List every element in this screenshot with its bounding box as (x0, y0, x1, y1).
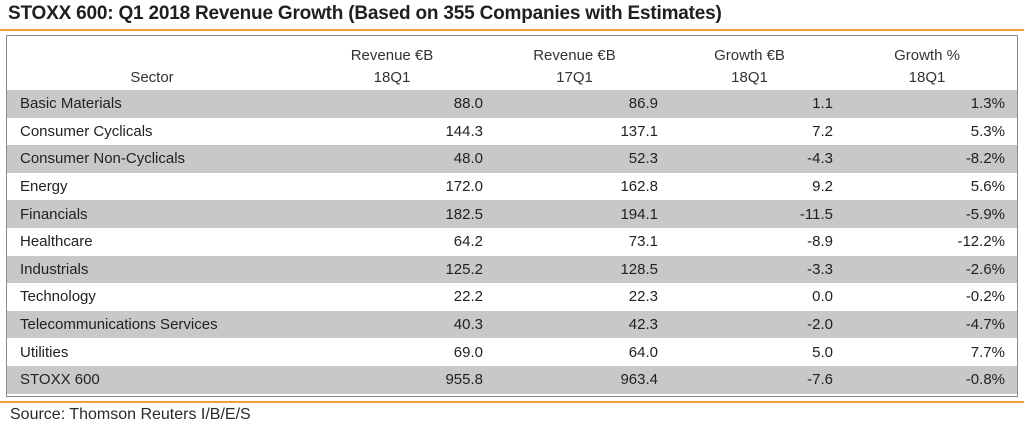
row-growth: 0.0 (812, 288, 833, 306)
row-rev18: 125.2 (297, 255, 487, 284)
row-growth: 9.2 (812, 178, 833, 196)
row-rev17: 194.1 (487, 200, 662, 228)
total-row: STOXX 600 955.8 963.4 -7.6 -0.8% (7, 365, 1017, 394)
row-sector: Basic Materials (7, 90, 297, 118)
row-rev17: 162.8 (620, 178, 658, 196)
row-sector: Telecommunications Services (7, 310, 297, 339)
header-rev18-line2: 18Q1 (373, 68, 411, 86)
total-pct: -0.8% (837, 365, 1017, 394)
row-pct: -2.6% (837, 255, 1017, 284)
row-sector: Energy (20, 178, 68, 196)
table-row: Technology 22.2 22.3 0.0 -0.2% (7, 283, 1017, 311)
row-growth: 1.1 (662, 90, 837, 118)
row-growth: 5.0 (812, 343, 833, 361)
total-rev17: 963.4 (487, 365, 662, 394)
row-pct: 1.3% (837, 90, 1017, 118)
row-rev18: 48.0 (297, 145, 487, 173)
header-row-1: Revenue €B Revenue €B Growth €B Growth % (7, 36, 1017, 64)
table-title: STOXX 600: Q1 2018 Revenue Growth (Based… (8, 3, 722, 24)
table-row: Consumer Non-Cyclicals 48.0 52.3 -4.3 -8.2% (7, 145, 1017, 173)
row-sector: Technology (20, 288, 96, 306)
header-pct-line2: 18Q1 (908, 68, 946, 86)
header-rev17-line1: Revenue €B (533, 47, 616, 64)
table-total: STOXX 600 955.8 963.4 -7.6 -0.8% (7, 365, 1017, 394)
header-rev17-line2: 17Q1 (556, 68, 593, 86)
total-sector: STOXX 600 (7, 365, 297, 394)
row-sector: Healthcare (20, 233, 93, 251)
table-row: Consumer Cyclicals 144.3 137.1 7.2 5.3% (7, 118, 1017, 146)
table-row: Telecommunications Services 40.3 42.3 -2.0-… (7, 310, 1017, 339)
total-growth: -7.6 (662, 365, 837, 394)
row-pct: 7.7% (970, 343, 1005, 361)
row-rev18: 144.3 (445, 122, 483, 140)
row-rev18: 40.3 (297, 310, 487, 339)
header-growth-line2: 18Q1 (731, 68, 768, 86)
total-rev18: 955.8 (297, 365, 487, 394)
revenue-growth-table: Revenue €B Revenue €B Growth €B Growth %… (7, 36, 1017, 394)
row-sector: Utilities (20, 343, 69, 361)
row-rev18: 182.5 (297, 200, 487, 228)
row-pct: -5.9% (837, 200, 1017, 228)
row-rev17: 22.3 (628, 288, 658, 306)
header-growth-line1: Growth €B (714, 47, 785, 64)
table-row: Healthcare 64.2 73.1 -8.9 -12.2% (7, 228, 1017, 256)
row-rev17: 42.3 (487, 310, 662, 339)
header-pct-line1: Growth % (894, 47, 960, 64)
top-accent-rule (0, 29, 1024, 31)
table-body: Basic Materials 88.0 86.9 1.1 1.3% Consumer C… (7, 90, 1017, 366)
header-sector-spacer (7, 36, 297, 64)
row-rev18: 88.0 (297, 90, 487, 118)
row-growth: -2.0 (662, 310, 837, 339)
table-row: Energy 172.0 162.8 9.2 5.6% (7, 173, 1017, 201)
row-pct: 5.6% (970, 178, 1005, 196)
row-sector: Consumer Cyclicals (20, 122, 153, 140)
table-row: Financials 182.5 194.1 -11.5 -5.9% (7, 200, 1017, 228)
row-rev18: 69.0 (453, 343, 483, 361)
row-growth: -11.5 (662, 200, 837, 228)
row-rev18: 64.2 (453, 233, 483, 251)
table-row: Industrials 125.2 128.5 -3.3 -2.6% (7, 255, 1017, 284)
row-pct: -0.2% (965, 288, 1005, 306)
row-sector: Industrials (7, 255, 297, 284)
row-rev18: 22.2 (453, 288, 483, 306)
table-row: Utilities 69.0 64.0 5.0 7.7% (7, 338, 1017, 366)
row-rev18: 172.0 (445, 178, 483, 196)
row-growth: -3.3 (662, 255, 837, 284)
row-pct: -8.2% (837, 145, 1017, 173)
table-row: Basic Materials 88.0 86.9 1.1 1.3% (7, 90, 1017, 118)
revenue-table-frame: Revenue €B Revenue €B Growth €B Growth %… (6, 35, 1018, 397)
row-pct: -12.2% (957, 233, 1005, 251)
row-sector: Consumer Non-Cyclicals (7, 145, 297, 173)
header-row-2: Sector 18Q1 17Q1 18Q1 18Q1 (7, 64, 1017, 90)
row-pct: -4.7% (837, 310, 1017, 339)
header-sector: Sector (130, 68, 174, 86)
row-pct: 5.3% (970, 122, 1005, 140)
header-rev18-line1: Revenue €B (350, 47, 434, 64)
row-rev17: 137.1 (620, 122, 658, 140)
row-rev17: 86.9 (487, 90, 662, 118)
row-growth: -8.9 (807, 233, 833, 251)
row-rev17: 128.5 (487, 255, 662, 284)
row-growth: -4.3 (662, 145, 837, 173)
bottom-accent-rule (0, 401, 1024, 403)
row-growth: 7.2 (812, 122, 833, 140)
row-rev17: 73.1 (628, 233, 658, 251)
row-rev17: 52.3 (487, 145, 662, 173)
row-sector: Financials (7, 200, 297, 228)
row-rev17: 64.0 (628, 343, 658, 361)
source-note: Source: Thomson Reuters I/B/E/S (10, 406, 251, 423)
